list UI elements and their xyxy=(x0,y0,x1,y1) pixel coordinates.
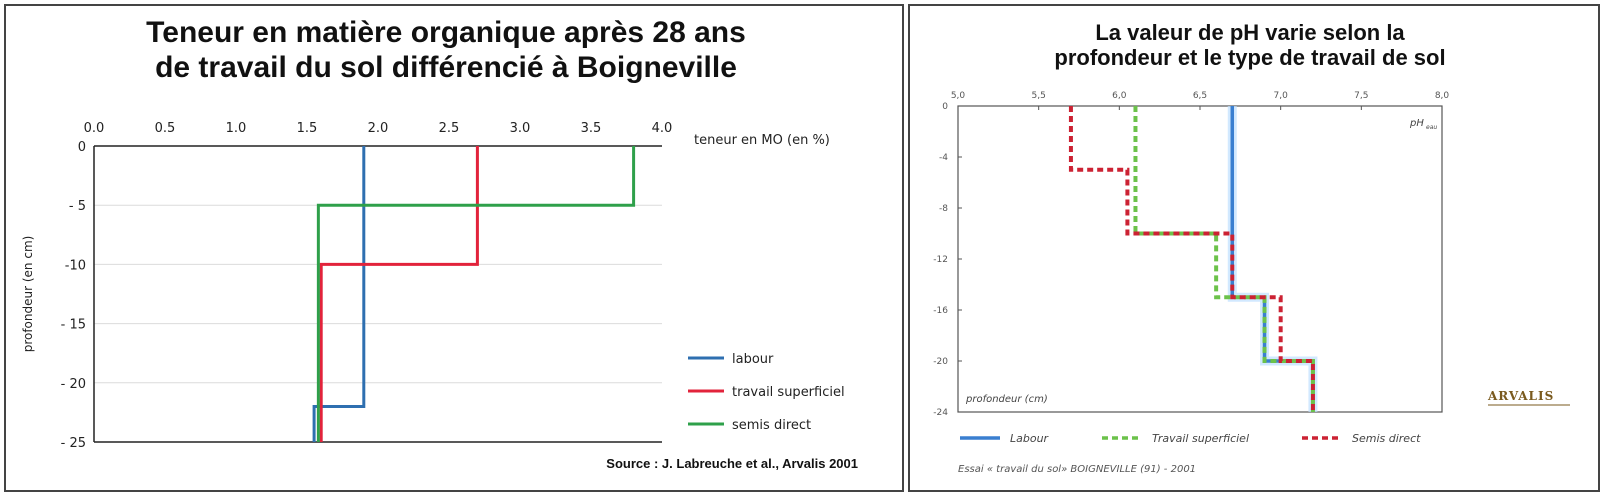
plot-frame xyxy=(957,105,1443,413)
chart-title: La valeur de pH varie selon la profondeu… xyxy=(910,20,1590,71)
x-tick-label: 2.5 xyxy=(439,121,460,136)
legend-label: Labour xyxy=(1010,432,1050,445)
y-tick-label: - 25 xyxy=(61,436,86,451)
x-tick-label: 4.0 xyxy=(652,121,673,136)
organic-matter-chart: 0 - 5 -10 - 15 - 20 - 25 0.0 0.5 1.0 1.5 2.0 2.5 3.0… xyxy=(21,121,858,471)
series-glow xyxy=(1227,106,1318,412)
legend-label: travail superficiel xyxy=(732,385,845,400)
y-tick-label: - 20 xyxy=(61,377,86,392)
y-tick-label: 0 xyxy=(78,140,86,155)
y-tick-label: -16 xyxy=(933,306,948,316)
series-line-Labour xyxy=(1230,106,1315,412)
chart-title-line-1: La valeur de pH varie selon la xyxy=(1095,20,1405,45)
series-line-labour xyxy=(312,146,366,442)
x-axis-label: teneur en MO (en %) xyxy=(694,133,830,148)
legend-label: semis direct xyxy=(732,418,811,433)
arvalis-logo: ARVALIS xyxy=(1487,389,1554,403)
chart-panel-organic-matter: Teneur en matière organique après 28 ans… xyxy=(4,4,904,492)
x-axis-label: pH xyxy=(1409,118,1424,129)
chart-title: Teneur en matière organique après 28 ans… xyxy=(6,16,886,85)
x-tick-label: 5,0 xyxy=(951,91,966,101)
series-line-travail-superficiel xyxy=(319,146,479,442)
legend-label: Travail superficiel xyxy=(1152,432,1249,445)
series-line-Semis-direct xyxy=(1068,106,1315,412)
x-tick-label: 6,5 xyxy=(1193,91,1207,101)
y-tick-label: -24 xyxy=(933,408,948,418)
x-tick-label: 0.0 xyxy=(84,121,105,136)
y-tick-label: -4 xyxy=(939,153,948,163)
x-tick-label: 0.5 xyxy=(155,121,176,136)
x-tick-label: 5,5 xyxy=(1032,91,1046,101)
source-note: Source : J. Labreuche et al., Arvalis 20… xyxy=(606,456,858,471)
y-tick-label: - 5 xyxy=(69,199,86,214)
series-line-semis-direct xyxy=(316,146,636,442)
x-tick-label: 7,5 xyxy=(1354,91,1368,101)
ph-chart: 5,0 5,5 6,0 6,5 7,0 7,5 8,0 0 -4 -8 -12 -16 -20 -24 pH… xyxy=(933,91,1570,475)
chart-title-line-2: de travail du sol différencié à Boignevi… xyxy=(155,50,737,84)
y-tick-label: -12 xyxy=(933,255,948,265)
y-tick-label: -10 xyxy=(65,258,86,273)
chart-panel-ph: La valeur de pH varie selon la profondeu… xyxy=(908,4,1600,492)
y-tick-label: - 15 xyxy=(61,318,86,333)
x-tick-label: 3.5 xyxy=(581,121,602,136)
x-tick-label: 6,0 xyxy=(1112,91,1127,101)
chart-title-line-1: Teneur en matière organique après 28 ans xyxy=(146,16,746,49)
y-axis-label: profondeur (cm) xyxy=(965,394,1048,405)
y-tick-label: 0 xyxy=(942,102,948,112)
x-axis-label-subscript: eau xyxy=(1426,124,1437,131)
series-line-Travail-superficiel xyxy=(1133,106,1315,412)
x-tick-label: 1.0 xyxy=(226,121,247,136)
y-axis-label: profondeur (en cm) xyxy=(21,236,35,353)
chart-title-line-2: profondeur et le type de travail de sol xyxy=(1054,45,1446,71)
legend-label: Semis direct xyxy=(1352,432,1421,445)
x-tick-label: 7,0 xyxy=(1274,91,1289,101)
y-tick-label: -20 xyxy=(933,357,948,367)
x-tick-label: 2.0 xyxy=(368,121,389,136)
x-tick-label: 8,0 xyxy=(1435,91,1450,101)
x-tick-label: 1.5 xyxy=(297,121,318,136)
y-tick-label: -8 xyxy=(939,204,948,214)
x-tick-label: 3.0 xyxy=(510,121,531,136)
trial-note: Essai « travail du sol» BOIGNEVILLE (91)… xyxy=(958,464,1196,475)
legend-label: labour xyxy=(732,352,774,367)
